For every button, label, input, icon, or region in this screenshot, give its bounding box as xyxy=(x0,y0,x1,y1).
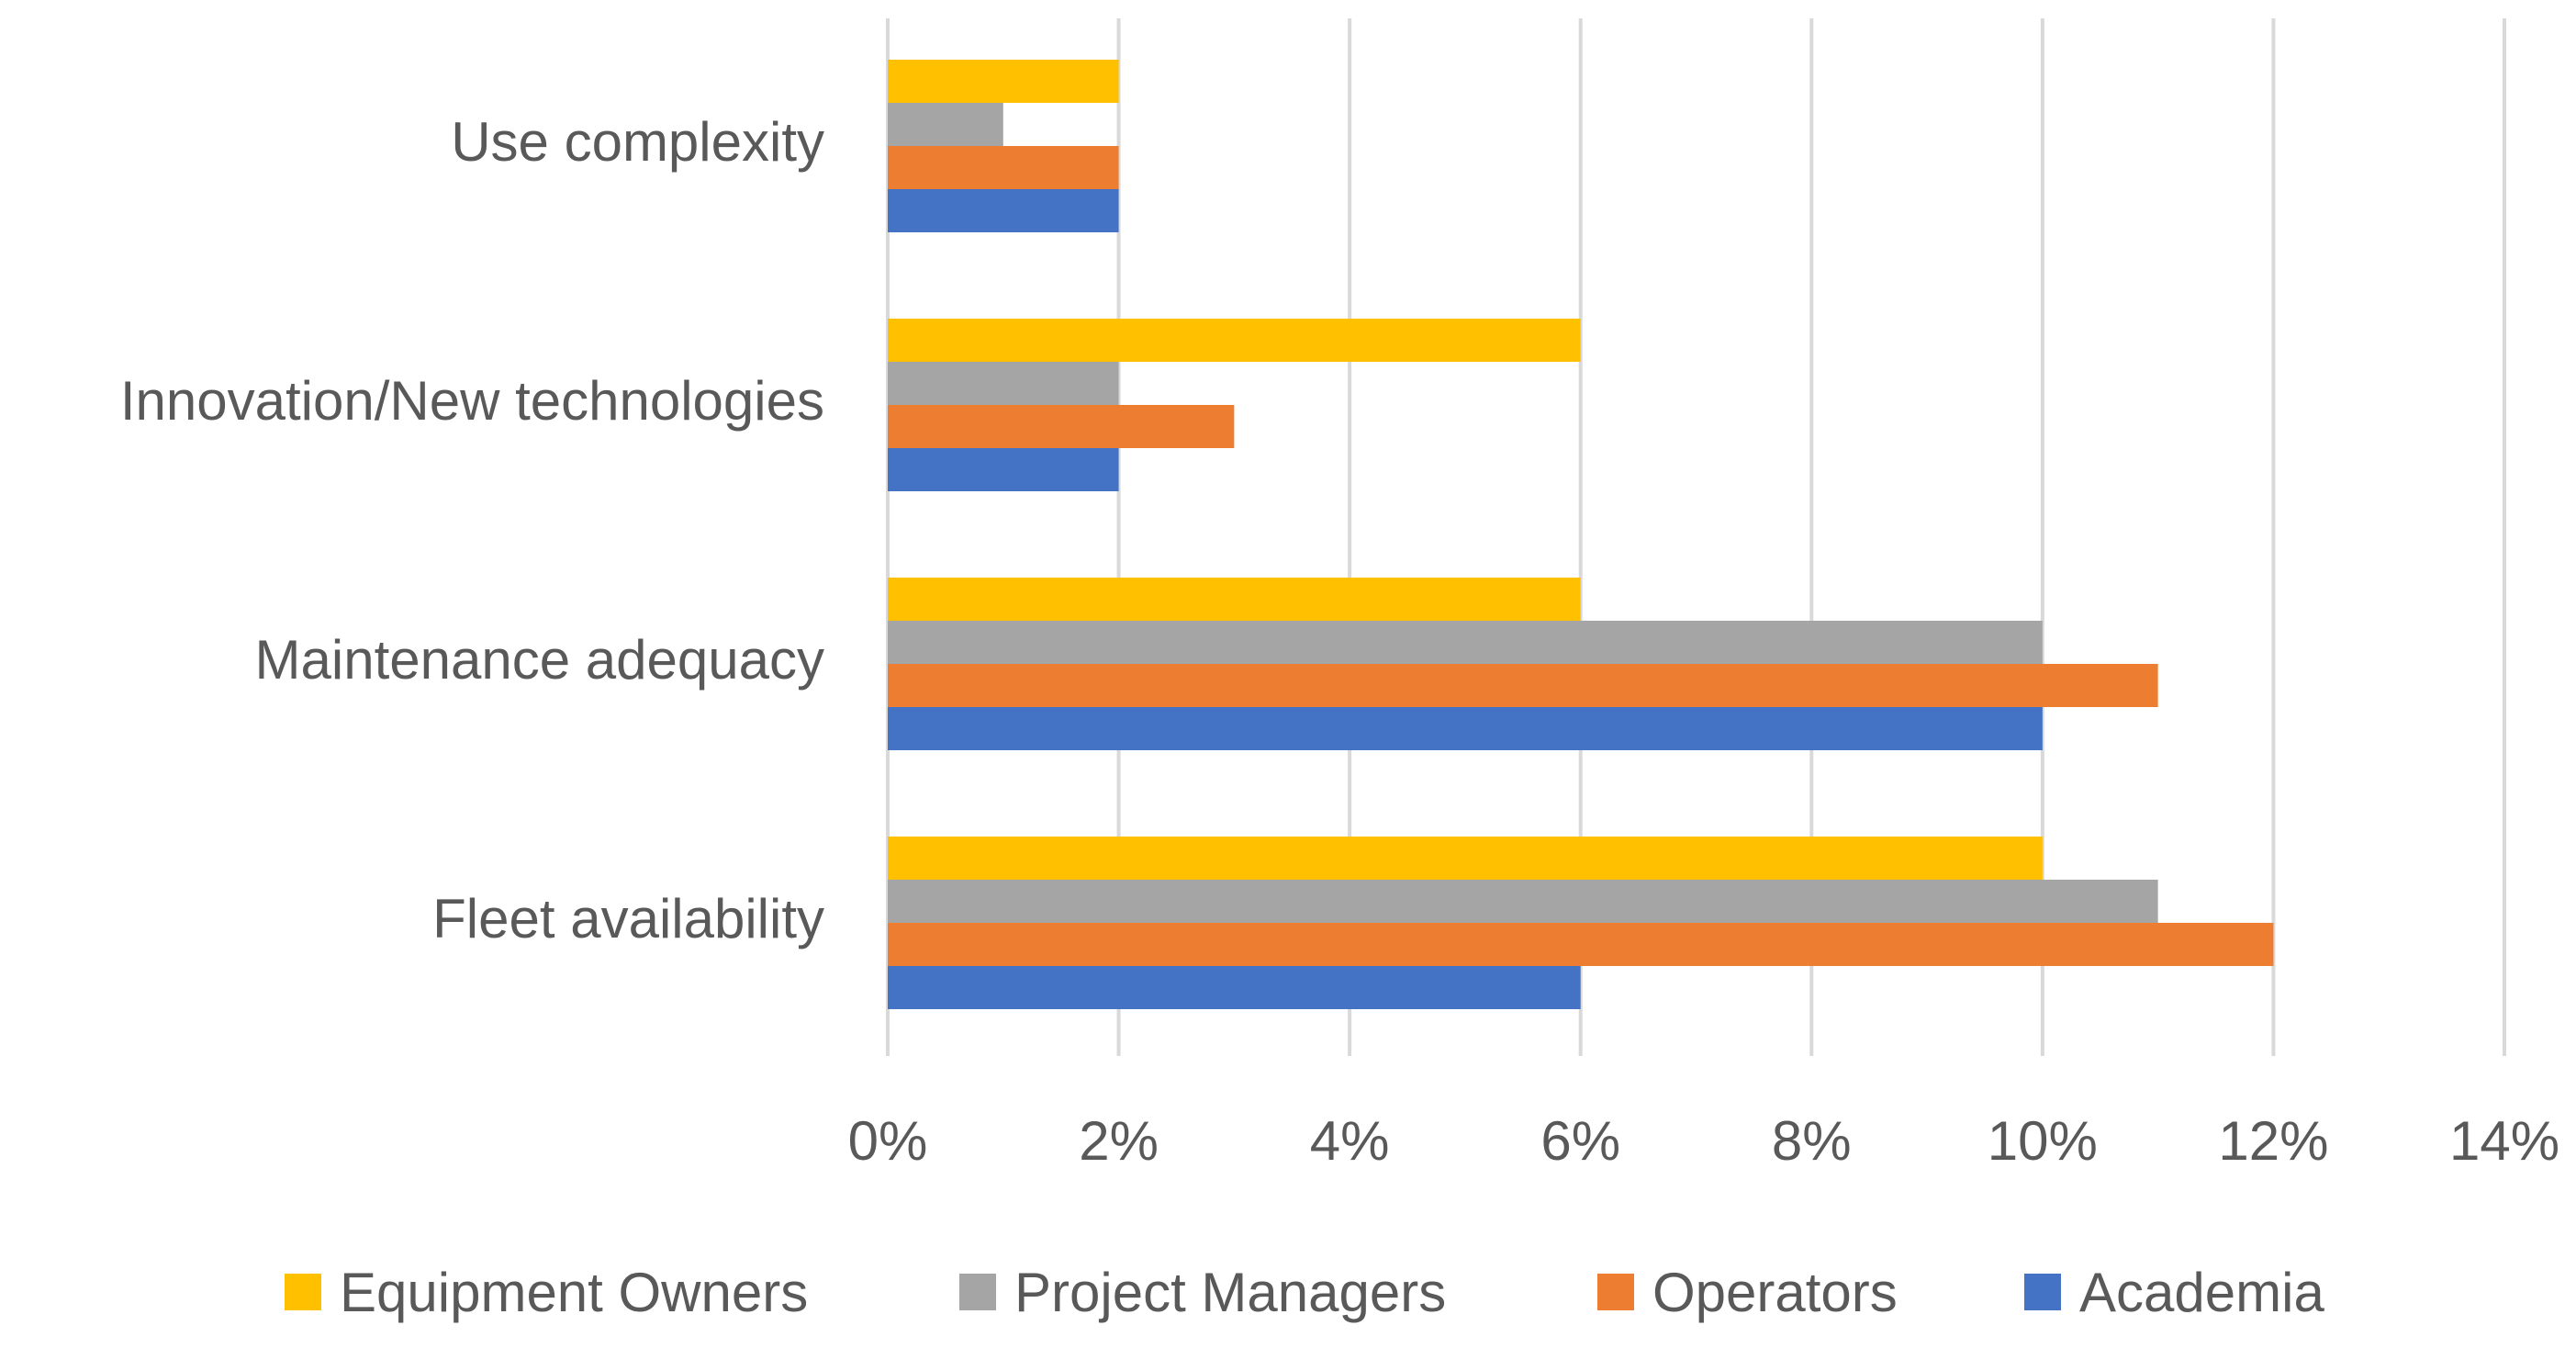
legend-label-operators: Operators xyxy=(1652,1262,1898,1323)
bars xyxy=(888,60,2274,1009)
bar-academia-innovation-new-technologies xyxy=(888,448,1119,491)
bar-project-managers-maintenance-adequacy xyxy=(888,621,2043,664)
x-tick-label: 14% xyxy=(2449,1110,2559,1172)
bar-project-managers-innovation-new-technologies xyxy=(888,362,1119,405)
legend-swatch-project-managers xyxy=(959,1274,996,1310)
x-tick-label: 12% xyxy=(2218,1110,2328,1172)
bar-operators-innovation-new-technologies xyxy=(888,405,1235,448)
x-tick-label: 4% xyxy=(1310,1110,1390,1172)
category-label: Maintenance adequacy xyxy=(255,629,824,691)
x-tick-label: 10% xyxy=(1988,1110,2098,1172)
x-tick-label: 8% xyxy=(1772,1110,1852,1172)
legend: Equipment Owners Project Managers Operator… xyxy=(285,1262,2324,1323)
category-label: Fleet availability xyxy=(432,888,824,949)
x-tick-label: 0% xyxy=(848,1110,928,1172)
x-tick-label: 6% xyxy=(1540,1110,1620,1172)
bar-operators-maintenance-adequacy xyxy=(888,664,2158,707)
category-label: Innovation/New technologies xyxy=(120,370,824,432)
bar-academia-use-complexity xyxy=(888,189,1119,232)
legend-swatch-academia xyxy=(2024,1274,2061,1310)
bar-academia-maintenance-adequacy xyxy=(888,707,2043,750)
bar-equipment-owners-innovation-new-technologies xyxy=(888,319,1581,362)
legend-label-academia: Academia xyxy=(2079,1262,2324,1323)
legend-swatch-operators xyxy=(1597,1274,1634,1310)
legend-label-equipment-owners: Equipment Owners xyxy=(340,1262,808,1323)
bar-equipment-owners-fleet-availability xyxy=(888,837,2043,880)
x-tick-label: 2% xyxy=(1079,1110,1159,1172)
legend-label-project-managers: Project Managers xyxy=(1014,1262,1446,1323)
bar-operators-fleet-availability xyxy=(888,923,2274,966)
bar-academia-fleet-availability xyxy=(888,966,1581,1009)
x-axis-tick-labels: 0% 2% 4% 6% 8% 10% 12% 14% xyxy=(848,1110,2559,1172)
bar-equipment-owners-maintenance-adequacy xyxy=(888,578,1581,621)
bar-operators-use-complexity xyxy=(888,146,1119,189)
bar-project-managers-fleet-availability xyxy=(888,880,2158,923)
legend-swatch-equipment-owners xyxy=(285,1274,321,1310)
category-label: Use complexity xyxy=(451,111,824,173)
category-labels: Use complexity Innovation/New technologie… xyxy=(120,111,824,949)
bar-project-managers-use-complexity xyxy=(888,103,1003,146)
bar-equipment-owners-use-complexity xyxy=(888,60,1119,103)
